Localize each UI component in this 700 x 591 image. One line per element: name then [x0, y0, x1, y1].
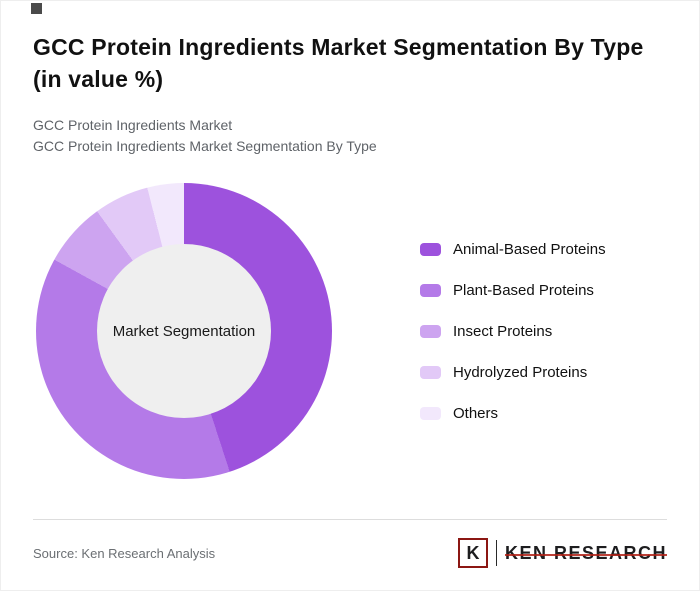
brand-divider: [495, 540, 497, 566]
legend-label: Insect Proteins: [453, 323, 553, 341]
subtitle-line-2: GCC Protein Ingredients Market Segmentat…: [33, 138, 377, 155]
legend-item: Hydrolyzed Proteins: [420, 364, 606, 381]
brand-k-icon: K: [457, 538, 488, 568]
donut-chart-wrap: Market Segmentation: [36, 183, 332, 480]
subtitle-line-1: GCC Protein Ingredients Market: [33, 117, 233, 134]
legend-label: Hydrolyzed Proteins: [453, 364, 588, 382]
legend-label: Animal-Based Proteins: [453, 241, 606, 259]
header: GCC Protein Ingredients Market Segmentat…: [1, 1, 699, 157]
legend-item: Others: [420, 405, 606, 422]
legend-swatch-icon: [420, 325, 441, 339]
chart-area: Market Segmentation Animal-Based Protein…: [1, 183, 699, 480]
legend-label: Plant-Based Proteins: [453, 282, 594, 300]
legend-item: Animal-Based Proteins: [420, 241, 606, 258]
legend-label: Others: [453, 405, 499, 423]
subtitles: GCC Protein Ingredients Market GCC Prote…: [33, 115, 667, 157]
corner-marker: [31, 3, 42, 14]
chart-legend: Animal-Based Proteins Plant-Based Protei…: [420, 241, 606, 422]
legend-swatch-icon: [420, 284, 441, 298]
legend-swatch-icon: [420, 243, 441, 257]
legend-item: Insect Proteins: [420, 323, 606, 340]
legend-item: Plant-Based Proteins: [420, 282, 606, 299]
brand-name: KEN RESEARCH: [504, 542, 668, 563]
page-title: GCC Protein Ingredients Market Segmentat…: [33, 34, 644, 93]
legend-swatch-icon: [420, 366, 441, 380]
ken-research-logo: K KEN RESEARCH: [457, 538, 668, 568]
source-text: Source: Ken Research Analysis: [33, 545, 216, 561]
legend-swatch-icon: [420, 407, 441, 421]
footer: Source: Ken Research Analysis K KEN RESE…: [33, 519, 668, 568]
donut-hole: Market Segmentation: [97, 244, 271, 419]
donut-center-label: Market Segmentation: [112, 322, 256, 340]
